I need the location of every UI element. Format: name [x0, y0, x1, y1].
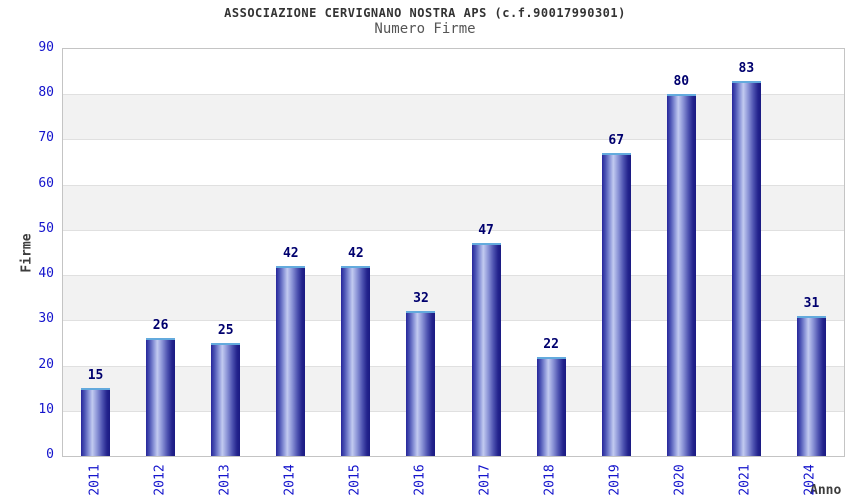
y-tick-label: 0 [46, 447, 54, 462]
y-tick-label: 10 [38, 401, 54, 417]
bar-value-label: 31 [803, 295, 820, 311]
plot-band [63, 184, 844, 230]
y-tick-label: 60 [38, 175, 54, 191]
bar-2014 [276, 266, 306, 456]
bar-value-label: 42 [348, 246, 364, 262]
gridline [63, 410, 844, 412]
x-tick-label: 2016 [412, 464, 428, 496]
x-tick-label: 2019 [607, 464, 623, 496]
x-tick-label: 2021 [737, 464, 753, 496]
bar-value-label: 25 [217, 322, 234, 338]
bar-2019 [601, 153, 631, 456]
y-tick-label: 40 [38, 266, 54, 282]
bar-value-label: 26 [152, 318, 169, 334]
plot-band [63, 49, 844, 95]
gridline [63, 184, 844, 186]
gridline [63, 275, 844, 277]
bar-2013 [211, 342, 241, 456]
bar-2024 [796, 315, 826, 456]
bar-value-label: 47 [478, 223, 494, 239]
chart-title: ASSOCIAZIONE CERVIGNANO NOSTRA APS (c.f.… [224, 6, 626, 20]
bar-2017 [471, 243, 501, 456]
x-tick-label: 2020 [672, 464, 688, 496]
bar-2021 [731, 80, 761, 456]
bar-2015 [341, 266, 371, 456]
bar-2012 [146, 338, 176, 456]
y-tick-label: 50 [38, 220, 54, 236]
plot-band [63, 365, 844, 411]
x-tick-label: 2018 [542, 464, 558, 496]
bar-2018 [536, 356, 566, 456]
x-tick-label: 2011 [87, 464, 103, 496]
bar-value-label: 67 [608, 133, 625, 148]
y-tick-label: 80 [38, 85, 54, 101]
gridline [63, 365, 844, 367]
plot-band [63, 94, 844, 140]
x-tick-label: 2014 [282, 464, 298, 496]
plot-band [63, 139, 844, 185]
gridline [63, 94, 844, 96]
gridline [63, 229, 844, 231]
plot-band [63, 410, 844, 456]
x-tick-label: 2024 [802, 464, 818, 496]
x-tick-label: 2017 [477, 464, 493, 496]
bar-2020 [666, 94, 696, 456]
bar-value-label: 32 [413, 291, 429, 307]
gridline [63, 139, 844, 141]
y-tick-label: 90 [38, 40, 54, 55]
y-tick-label: 30 [38, 311, 54, 327]
bar-value-label: 83 [738, 60, 755, 76]
plot-band [63, 229, 844, 276]
bar-value-label: 22 [543, 336, 559, 352]
bar-value-label: 15 [87, 368, 104, 384]
plot-area: 15 26 25 42 42 32 47 22 67 80 83 31 [62, 48, 845, 457]
gridline [63, 320, 844, 322]
bar-value-label: 42 [282, 246, 299, 262]
y-tick-label: 20 [38, 356, 54, 372]
bar-value-label: 80 [673, 74, 690, 90]
bar-2011 [81, 388, 111, 456]
x-tick-label: 2015 [347, 464, 363, 496]
plot-band [63, 320, 844, 366]
x-tick-label: 2012 [152, 464, 168, 496]
y-tick-label: 70 [38, 130, 54, 146]
plot-band [63, 275, 844, 321]
chart-subtitle: Numero Firme [374, 21, 476, 37]
bar-2016 [406, 311, 436, 456]
x-tick-label: 2013 [217, 464, 233, 496]
x-axis-title: Anno [810, 483, 842, 498]
